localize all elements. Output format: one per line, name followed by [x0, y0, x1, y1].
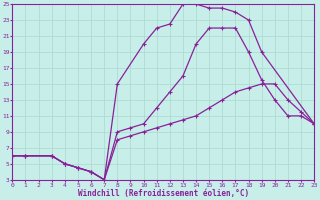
X-axis label: Windchill (Refroidissement éolien,°C): Windchill (Refroidissement éolien,°C): [78, 189, 249, 198]
